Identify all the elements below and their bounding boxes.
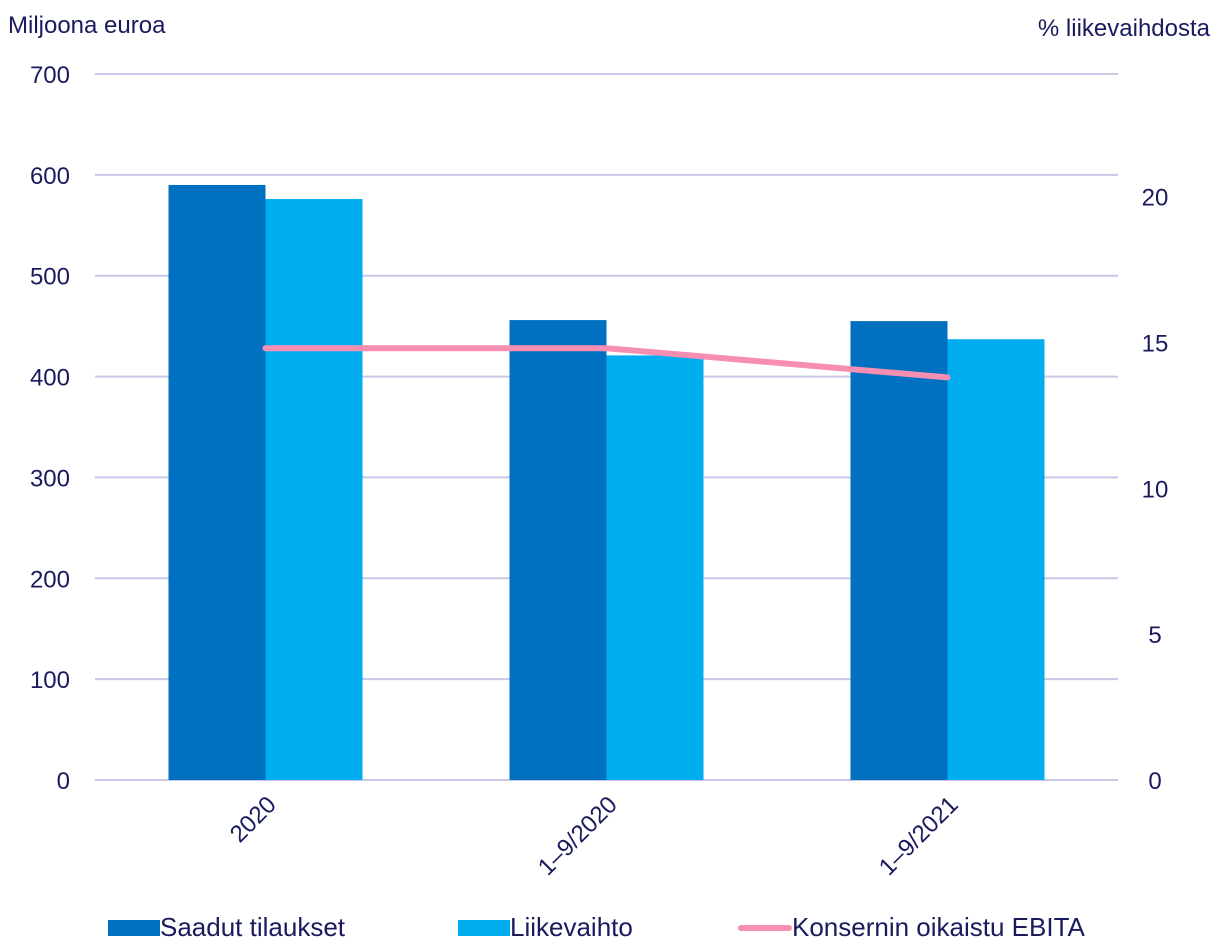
legend-item-ebita: Konsernin oikaistu EBITA xyxy=(738,912,1085,943)
right-axis-ticks: 0 5 10 15 20 xyxy=(1142,185,1169,795)
right-tick-label-0: 0 xyxy=(1148,768,1161,795)
legend-swatch-ebita xyxy=(738,924,792,931)
bars xyxy=(168,184,1045,780)
right-tick-label-15: 15 xyxy=(1142,330,1169,357)
category-labels: 2020 1–9/2020 1–9/2021 xyxy=(225,791,964,881)
left-tick-label-600: 600 xyxy=(30,163,70,190)
ebita-line-group xyxy=(262,345,951,381)
left-tick-label-400: 400 xyxy=(30,365,70,392)
left-tick-label-500: 500 xyxy=(30,264,70,291)
legend-swatch-revenue xyxy=(458,919,510,936)
bar-orders-1 xyxy=(509,320,607,780)
bar-orders-2 xyxy=(850,321,948,780)
right-tick-label-20: 20 xyxy=(1142,185,1169,212)
chart-canvas: Miljoona euroa % liikevaihdosta 01002003… xyxy=(8,12,1211,881)
left-tick-label-300: 300 xyxy=(30,465,70,492)
right-tick-label-10: 10 xyxy=(1142,476,1169,503)
bar-revenue-1 xyxy=(606,355,704,780)
category-label-2: 1–9/2021 xyxy=(874,791,964,881)
legend-label-orders: Saadut tilaukset xyxy=(160,912,346,942)
legend-label-revenue: Liikevaihto xyxy=(510,912,633,942)
left-tick-label-200: 200 xyxy=(30,566,70,593)
bar-orders-0 xyxy=(168,184,266,780)
left-tick-label-700: 700 xyxy=(30,62,70,89)
right-axis-title: % liikevaihdosta xyxy=(1038,15,1211,42)
bar-revenue-0 xyxy=(265,199,363,780)
right-tick-label-5: 5 xyxy=(1148,622,1161,649)
bar-revenue-2 xyxy=(947,339,1045,780)
legend: Saadut tilaukset Liikevaihto Konsernin o… xyxy=(0,912,1218,948)
left-tick-label-0: 0 xyxy=(57,768,70,795)
legend-swatch-orders xyxy=(108,919,160,936)
legend-item-revenue: Liikevaihto xyxy=(458,912,633,943)
left-axis-title: Miljoona euroa xyxy=(8,12,166,39)
legend-item-orders: Saadut tilaukset xyxy=(108,912,345,943)
left-tick-label-100: 100 xyxy=(30,667,70,694)
left-axis-ticks: 0 100 200 300 400 500 600 700 xyxy=(30,62,70,795)
legend-label-ebita: Konsernin oikaistu EBITA xyxy=(792,912,1085,942)
category-label-1: 1–9/2020 xyxy=(533,791,623,881)
category-label-0: 2020 xyxy=(225,791,282,848)
